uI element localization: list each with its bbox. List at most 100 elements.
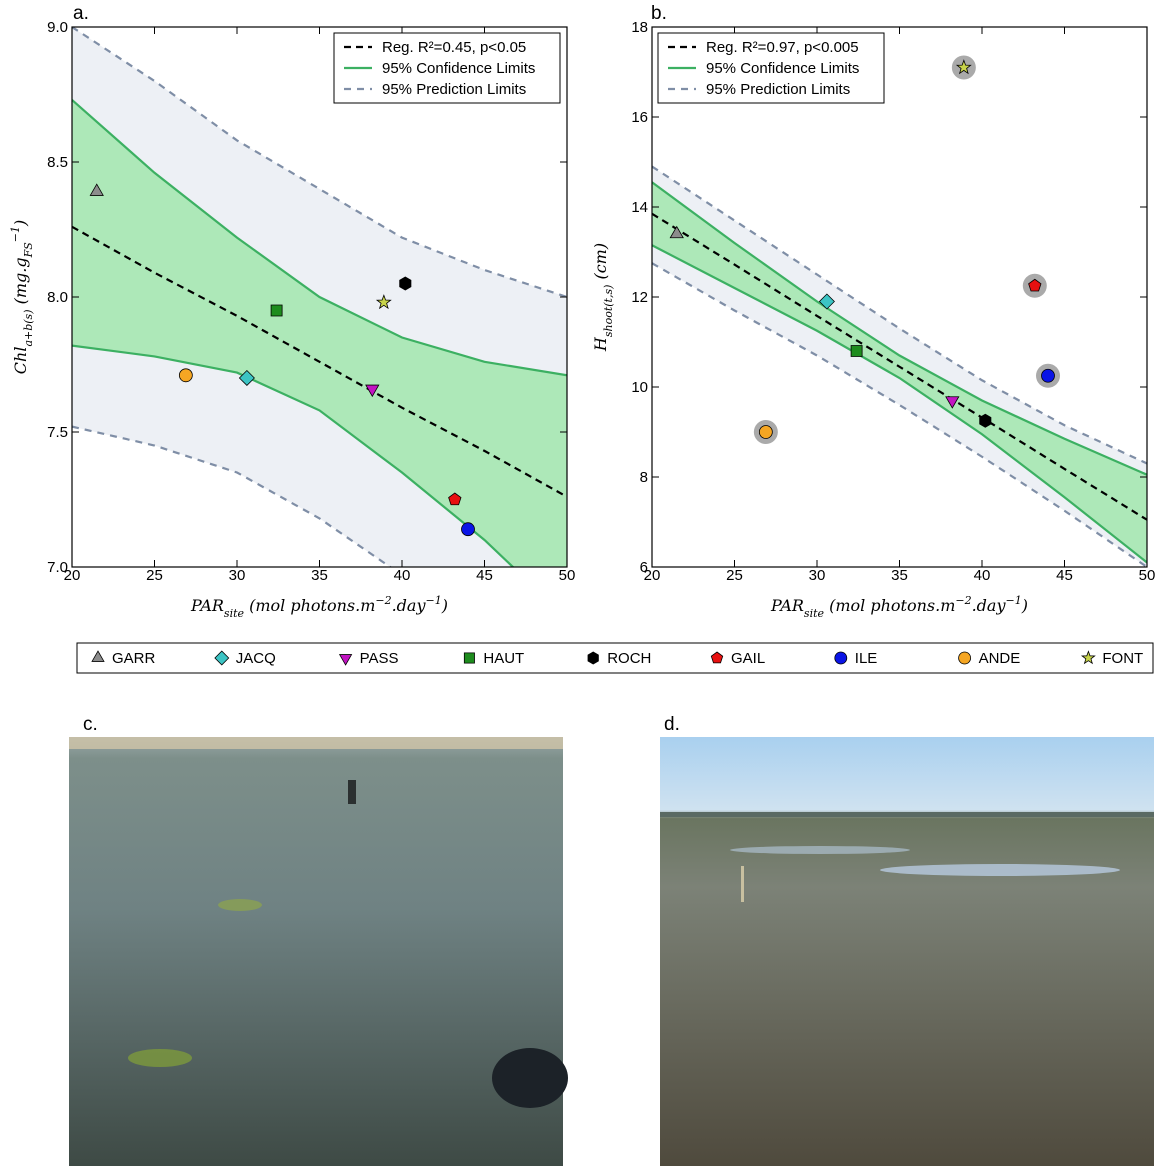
y-axis-label-part: FS [22,242,35,259]
data-point [238,369,255,387]
plot-area [652,55,1147,567]
legend-text: 95% Confidence Limits [382,60,535,77]
data-point [270,304,283,317]
x-axis-label-part: (mol photons.m [824,596,955,615]
x-tick-label: 50 [1139,567,1156,584]
prediction-limit [652,165,1147,465]
y-tick-label: 8 [640,469,648,486]
legend-text: Reg. R²=0.97, p<0.005 [706,39,859,56]
x-axis-label: PARsite (mol photons.m−2.day−1) [770,594,1028,620]
x-tick-label: 35 [891,567,908,584]
legend-text: ILE [855,650,878,667]
x-axis-label-part: −1 [426,594,442,607]
y-tick-label: 7.5 [47,424,68,441]
data-point [365,384,380,398]
confidence-limit [72,99,567,377]
y-tick-label: 16 [631,109,648,126]
x-tick-label: 45 [1056,567,1073,584]
confidence-limit [652,244,1147,564]
y-tick-label: 8.0 [47,289,68,306]
legend-text: 95% Prediction Limits [382,81,526,98]
data-point [1041,368,1055,383]
legend-marker [1080,650,1096,665]
legend-marker [834,651,848,665]
x-tick-label: 25 [146,567,163,584]
data-point [955,59,972,75]
prediction-limit [652,262,1147,567]
plot-area [72,27,567,567]
y-axis-label-part: a+b(s) [22,310,35,347]
legend-text: JACQ [236,650,276,667]
legend-text: HAUT [483,650,524,667]
x-axis-label-part: .day [972,596,1007,615]
y-axis-label-part: Chl [11,347,30,375]
data-point [89,183,104,196]
x-axis-label-part: −2 [375,594,391,607]
y-axis-label-part: (mg.g [11,257,30,309]
legend-text: GARR [112,650,156,667]
x-axis-label-part: ) [441,596,448,615]
legend-text: Reg. R²=0.45, p<0.05 [382,39,526,56]
data-point [850,345,863,357]
regression-line [652,212,1147,521]
x-tick-label: 30 [229,567,246,584]
legend-marker [338,654,353,666]
data-point [461,522,475,537]
x-axis-label-part: site [804,607,825,620]
y-axis-label: Hshoot(t,s) (cm) [591,243,615,352]
legend-marker [214,650,230,666]
y-tick-label: 18 [631,19,648,36]
data-point [979,413,992,428]
legend-text: 95% Confidence Limits [706,60,859,77]
legend-text: PASS [360,650,399,667]
panel-label: d. [664,714,680,735]
data-point [375,294,392,310]
data-point [399,276,412,291]
panel-label: b. [651,3,667,24]
y-axis-label-part: −1 [9,226,22,242]
y-tick-label: 7.0 [47,559,68,576]
x-tick-label: 40 [974,567,991,584]
legend-marker [91,650,105,662]
x-axis-label-part: −1 [1006,594,1022,607]
panel-label: c. [83,714,98,735]
photo-d [660,737,1154,1166]
x-axis-label-part: (mol photons.m [244,596,375,615]
data-point [758,425,773,439]
x-axis-label-part: PAR [770,596,804,615]
y-axis-label: Chla+b(s) (mg.gFS−1) [9,220,35,374]
x-axis-label: PARsite (mol photons.m−2.day−1) [190,594,448,620]
y-axis-label-part: (cm) [591,243,610,285]
y-axis-label-part: ) [11,220,30,227]
legend-marker [463,652,475,664]
confidence-limit [652,181,1147,476]
x-tick-label: 50 [559,567,576,584]
data-point [1028,278,1042,292]
y-tick-label: 12 [631,289,648,306]
data-point [818,293,835,310]
site-legend: GARR JACQ PASS HAUT ROCH GAIL ILE ANDE FONT [76,642,1154,674]
data-point [669,225,684,239]
y-tick-label: 10 [631,379,648,396]
legend-text: FONT [1102,650,1143,667]
legend-text: ANDE [979,650,1021,667]
x-tick-label: 45 [476,567,493,584]
data-point [945,396,960,409]
y-axis-label-part: H [591,336,610,352]
legend-marker [710,651,724,664]
chart-panel: 20 25 30 35 40 45 50 6 8 10 12 14 16 18 PARsite (mol p… [591,3,1155,620]
y-axis-label-part: shoot(t,s) [602,285,615,338]
confidence-band [72,99,567,567]
x-tick-label: 35 [311,567,328,584]
x-tick-label: 40 [394,567,411,584]
panel-label: a. [73,3,89,24]
data-point [448,492,462,506]
legend-text: GAIL [731,650,765,667]
x-tick-label: 30 [809,567,826,584]
photo-c [69,737,568,1166]
x-axis-label-part: ) [1021,596,1028,615]
x-tick-label: 20 [644,567,661,584]
legend-box [76,642,1154,674]
